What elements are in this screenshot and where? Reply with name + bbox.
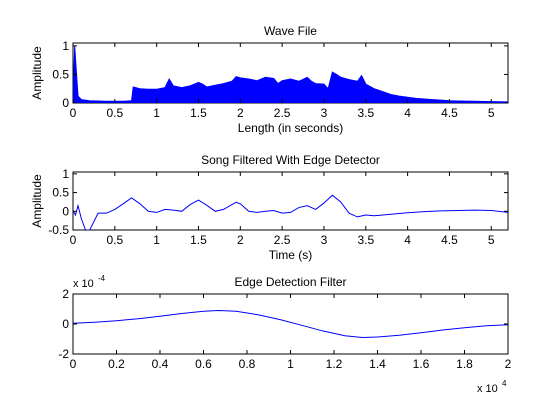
subplot-2-xtick-label: 0: [70, 233, 77, 247]
subplot-2-xtick-label: 3.5: [357, 233, 374, 247]
subplot-3-xtick-label: 1.4: [369, 357, 386, 371]
subplot-3-xtick-label: 0.6: [195, 357, 212, 371]
subplot-1-xtick-label: 1.5: [190, 106, 207, 120]
subplot-1-xtick-label: 1: [153, 106, 160, 120]
subplot-2-ytick-label: 0.5: [52, 186, 69, 200]
subplot-3-xtick-label: 1.2: [326, 357, 343, 371]
subplot-1-ytick-label: 0.5: [52, 67, 69, 81]
subplot-1-ytick-label: 1: [62, 39, 69, 53]
subplot-3-xtick-label: 0: [70, 357, 77, 371]
subplot-3-y-multiplier: x 10: [73, 278, 94, 290]
subplot-1-xlabel: Length (in seconds): [238, 121, 343, 135]
subplot-2-xtick-label: 2.5: [274, 233, 291, 247]
subplot-1-title: Wave File: [264, 24, 317, 38]
subplot-2-xtick-label: 1.5: [190, 233, 207, 247]
subplot-1-ytick-label: 0: [62, 96, 69, 110]
subplot-2-xtick-label: 2: [237, 233, 244, 247]
subplot-1-xtick-label: 3.5: [357, 106, 374, 120]
subplot-1-xtick-label: 0.5: [106, 106, 123, 120]
subplot-3-title: Edge Detection Filter: [234, 275, 346, 289]
subplot-1-ylabel: Amplitude: [30, 46, 44, 100]
subplot-3-ytick-label: 2: [62, 287, 69, 301]
subplot-2-xtick-label: 3: [321, 233, 328, 247]
subplot-3-frame: [72, 293, 509, 355]
subplot-1-xtick-label: 0: [70, 106, 77, 120]
subplot-2-xtick-label: 4.5: [441, 233, 458, 247]
subplot-2-xtick-label: 1: [153, 233, 160, 247]
subplot-1-xtick-label: 3: [321, 106, 328, 120]
subplot-3-xtick-label: 0.2: [108, 357, 125, 371]
subplot-3-xtick-label: 0.4: [152, 357, 169, 371]
subplot-3-xtick-label: 2: [505, 357, 512, 371]
subplot-3-xtick-label: 0.8: [239, 357, 256, 371]
subplot-wave-file: Wave File Length (in seconds) Amplitude …: [30, 24, 509, 135]
subplot-2-ytick-label: -0.5: [48, 223, 69, 237]
subplot-2-xtick-label: 5: [488, 233, 495, 247]
subplot-2-title: Song Filtered With Edge Detector: [201, 153, 380, 167]
subplot-2-ytick-label: 1: [62, 167, 69, 181]
subplot-1-xtick-label: 4: [404, 106, 411, 120]
subplot-3-xtick-label: 1.8: [456, 357, 473, 371]
subplot-3-ytick-label: -2: [58, 347, 69, 361]
subplot-song-filtered: Song Filtered With Edge Detector Time (s…: [30, 153, 509, 262]
subplot-2-xlabel: Time (s): [269, 248, 313, 262]
subplot-1-xtick-label: 4.5: [441, 106, 458, 120]
subplot-1-xtick-label: 5: [488, 106, 495, 120]
subplot-3-x-multiplier: x 10: [477, 383, 498, 395]
subplot-2-xtick-label: 0.5: [106, 233, 123, 247]
subplot-2-ylabel: Amplitude: [30, 174, 44, 228]
subplot-3-ytick-label: 0: [62, 317, 69, 331]
subplot-2-series-0: [73, 194, 508, 230]
subplot-1-xtick-label: 2: [237, 106, 244, 120]
subplot-3-series-0: [73, 309, 508, 339]
subplot-1-series-0: [73, 45, 508, 103]
subplot-3-x-multiplier-exponent: 4: [502, 379, 507, 388]
subplot-3-y-multiplier-exponent: -4: [98, 274, 106, 283]
subplot-2-ytick-label: 0: [62, 204, 69, 218]
subplot-1-xtick-label: 2.5: [274, 106, 291, 120]
subplot-edge-detection-filter: Edge Detection Filter x 10 -4 x 10 4 0 0.…: [58, 274, 511, 395]
subplot-2-xtick-label: 4: [404, 233, 411, 247]
subplot-3-xtick-label: 1: [287, 357, 294, 371]
subplot-2-frame: [72, 171, 509, 231]
subplot-3-xtick-label: 1.6: [413, 357, 430, 371]
